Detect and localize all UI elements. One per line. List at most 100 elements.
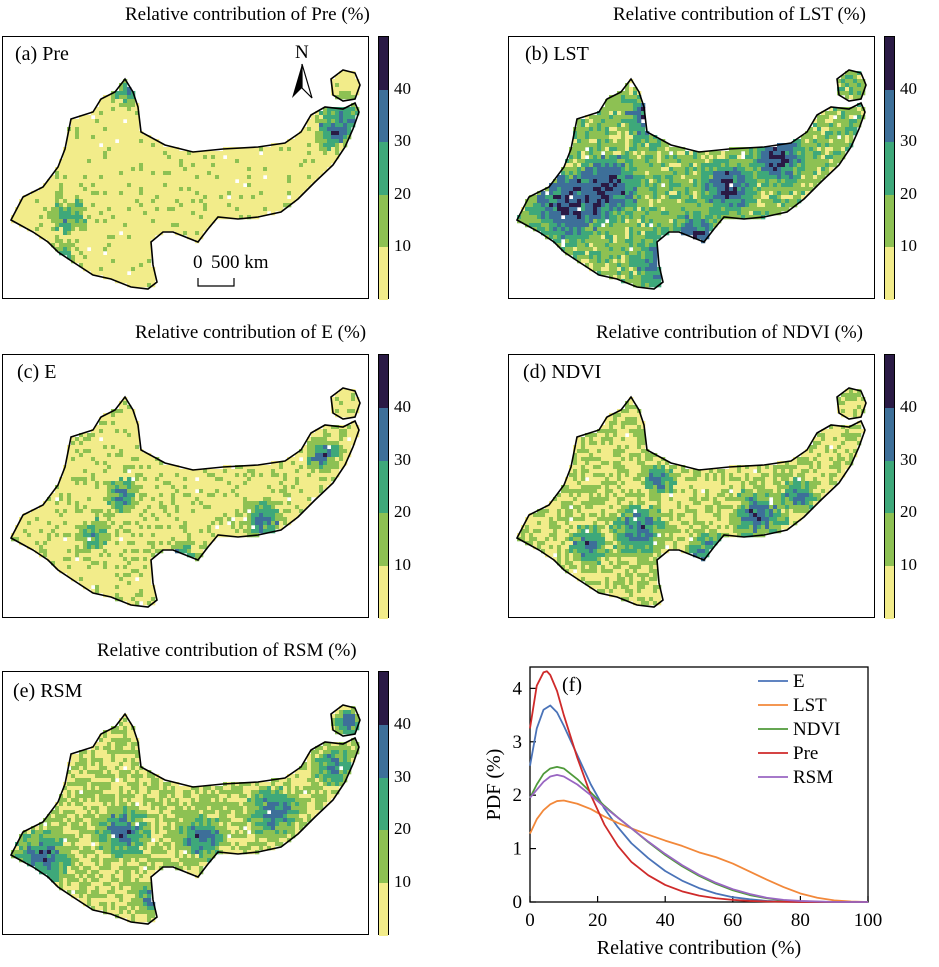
map-pixel <box>279 171 284 176</box>
map-pixel <box>239 175 244 180</box>
map-pixel <box>99 119 104 124</box>
map-pixel <box>155 163 160 168</box>
map-pixel <box>199 163 204 168</box>
map-pixel <box>179 207 184 212</box>
map-pixel <box>87 135 92 140</box>
map-pixel <box>235 199 240 204</box>
map-pixel <box>139 283 144 288</box>
map-pixel <box>119 191 124 196</box>
map-pixel <box>625 159 630 164</box>
map-pixel <box>637 171 642 176</box>
map-pixel <box>621 195 626 200</box>
map-pixel <box>67 239 72 244</box>
map-pixel <box>167 191 172 196</box>
map-pixel <box>561 227 566 232</box>
map-pixel <box>203 203 208 208</box>
map-pixel <box>597 243 602 248</box>
map-pixel <box>805 187 810 192</box>
map-pixel <box>55 171 60 176</box>
map-pixel <box>131 239 136 244</box>
map-pixel <box>319 433 324 438</box>
map-pixel <box>833 111 838 116</box>
map-pixel <box>135 195 140 200</box>
map-pixel <box>585 167 590 172</box>
map-pixel <box>705 163 710 168</box>
map-pixel <box>151 143 156 148</box>
map-pixel <box>287 139 292 144</box>
map-pixel <box>99 139 104 144</box>
map-pixel <box>845 123 850 128</box>
map-pixel <box>665 159 670 164</box>
map-pixel <box>577 219 582 224</box>
map-pixel <box>107 449 112 454</box>
map-pixel <box>629 203 634 208</box>
map-pixel <box>347 87 352 92</box>
map-pixel <box>139 275 144 280</box>
map-pixel <box>805 183 810 188</box>
map-pixel <box>335 461 340 466</box>
map-pixel <box>773 199 778 204</box>
map-pixel <box>127 187 132 192</box>
map-pixel <box>845 83 850 88</box>
map-pixel <box>179 481 184 486</box>
map-pixel <box>231 199 236 204</box>
map-pixel <box>175 215 180 220</box>
map-pixel <box>119 433 124 438</box>
map-pixel <box>335 87 340 92</box>
map-pixel <box>263 477 268 482</box>
map-pixel <box>605 123 610 128</box>
map-pixel <box>147 473 152 478</box>
map-pixel <box>653 283 658 288</box>
map-pixel <box>223 183 228 188</box>
map-pixel <box>597 123 602 128</box>
map-pixel <box>123 207 128 212</box>
map-pixel <box>597 151 602 156</box>
map-pixel <box>709 151 714 156</box>
map-pixel <box>263 151 268 156</box>
map-pixel <box>625 263 630 268</box>
map-pixel <box>573 211 578 216</box>
map-pixel <box>207 175 212 180</box>
map-pixel <box>227 151 232 156</box>
map-pixel <box>645 279 650 284</box>
map-pixel <box>119 163 124 168</box>
map-pixel <box>641 159 646 164</box>
map-pixel <box>553 227 558 232</box>
map-pixel <box>75 441 80 446</box>
map-pixel <box>139 251 144 256</box>
map-pixel <box>701 167 706 172</box>
map-pixel <box>625 211 630 216</box>
map-pixel <box>765 163 770 168</box>
map-pixel <box>585 131 590 136</box>
map-pixel <box>287 143 292 148</box>
map-pixel <box>613 99 618 104</box>
map-pixel <box>123 111 128 116</box>
map-pixel <box>103 215 108 220</box>
map-pixel <box>111 437 116 442</box>
map-pixel <box>279 163 284 168</box>
map-pixel <box>335 111 340 116</box>
map-pixel <box>629 243 634 248</box>
map-pixel <box>697 215 702 220</box>
map-pixel <box>793 187 798 192</box>
map-pixel <box>649 135 654 140</box>
map-pixel <box>713 183 718 188</box>
map-pixel <box>677 147 682 152</box>
map-pixel <box>793 139 798 144</box>
map-pixel <box>191 497 196 502</box>
map-pixel <box>697 211 702 216</box>
map-pixel <box>59 187 64 192</box>
map-pixel <box>581 203 586 208</box>
map-pixel <box>669 147 674 152</box>
map-pixel <box>187 203 192 208</box>
map-pixel <box>681 223 686 228</box>
map-pixel <box>601 115 606 120</box>
map-pixel <box>841 151 846 156</box>
map-pixel <box>191 199 196 204</box>
map-pixel <box>159 207 164 212</box>
map-pixel <box>231 191 236 196</box>
map-pixel <box>661 191 666 196</box>
map-pixel <box>71 163 76 168</box>
map-pixel <box>781 147 786 152</box>
map-pixel <box>633 131 638 136</box>
